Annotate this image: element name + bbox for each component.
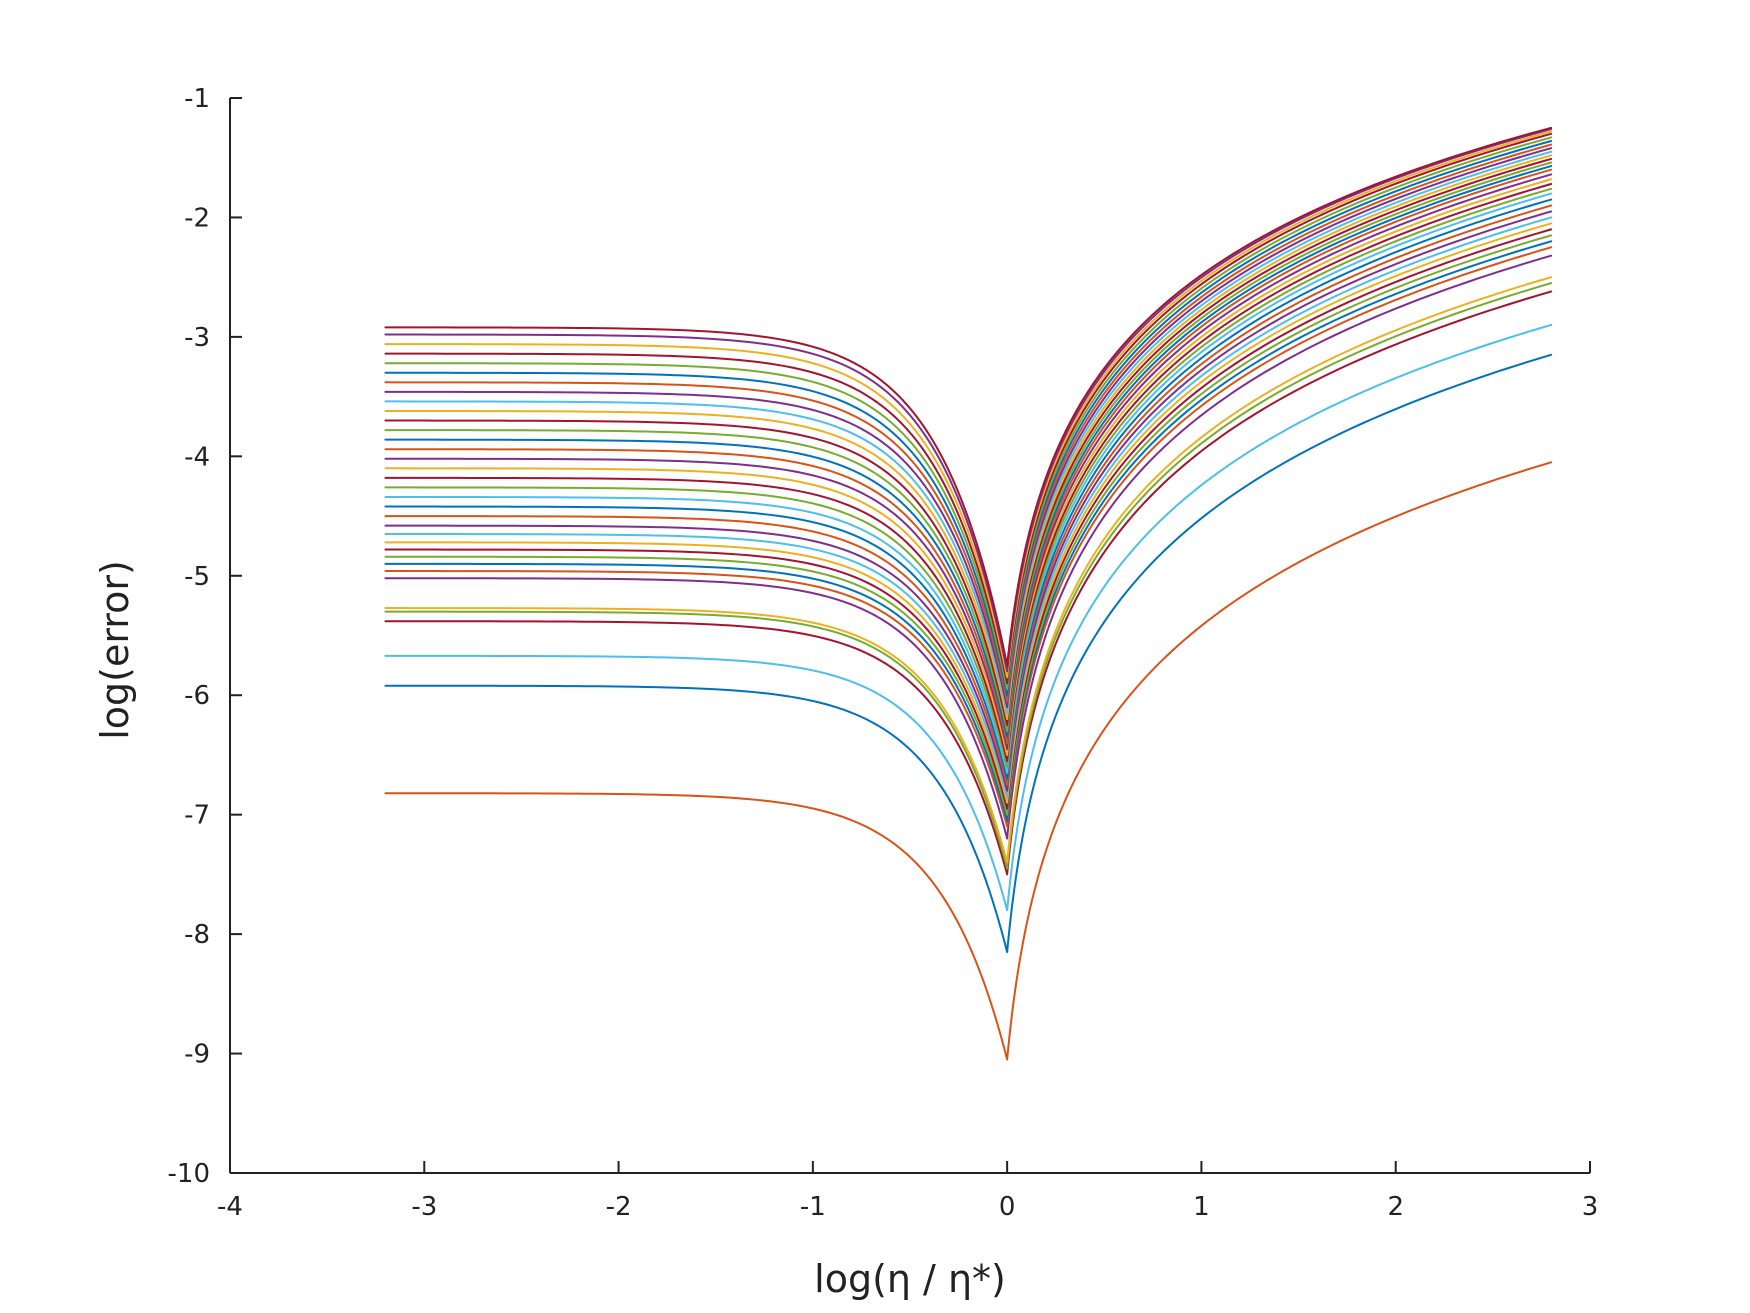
series-line-3 [384,290,1553,876]
series-line-5 [384,276,1553,864]
y-tick-label: -8 [184,920,210,950]
series-line-15 [384,198,1553,780]
y-axis-label: log(error) [93,560,137,740]
y-tick-label: -7 [184,801,210,831]
series-line-16 [384,192,1553,774]
x-tick-label: -2 [606,1192,632,1222]
y-tick-label: -4 [184,442,210,472]
y-tick-label: -3 [184,323,210,353]
series-line-28 [384,143,1553,703]
series-line-8 [384,240,1553,822]
x-tick-label: -4 [217,1192,243,1222]
series-line-30 [384,136,1553,691]
series-line-6 [384,254,1553,840]
series-line-18 [384,183,1553,762]
x-axis-label: log(η / η*) [814,1257,1006,1301]
series-line-20 [384,173,1553,750]
series-line-29 [384,140,1553,697]
series-line-24 [384,157,1553,727]
y-tick-label: -6 [184,681,210,711]
x-tick-label: 3 [1582,1192,1599,1222]
series-line-33 [384,128,1553,673]
series-layer [384,126,1553,1061]
x-tick-label: -3 [411,1192,437,1222]
axes: -4 -3 -2 -1 0 1 2 3-1-2-3-4-5-6-7-8-9-10 [168,84,1599,1222]
series-line-23 [384,161,1553,733]
series-line-7 [384,246,1553,828]
series-line-22 [384,165,1553,739]
x-tick-label: 2 [1387,1192,1404,1222]
x-tick-label: 1 [1193,1192,1210,1222]
y-tick-label: -5 [184,562,210,592]
series-line-31 [384,132,1553,685]
series-line-19 [384,178,1553,756]
series-line-1 [384,353,1553,954]
x-tick-label: -1 [800,1192,826,1222]
series-line-32 [384,130,1553,679]
series-line-0 [384,461,1553,1061]
y-tick-label: -2 [184,203,210,233]
series-line-14 [384,204,1553,786]
x-tick-label: 0 [999,1192,1016,1222]
series-line-21 [384,168,1553,744]
y-tick-label: -9 [184,1040,210,1070]
series-line-25 [384,154,1553,721]
series-line-34 [384,126,1553,667]
y-tick-label: -1 [184,84,210,114]
series-line-26 [384,150,1553,715]
series-line-9 [384,234,1553,816]
series-line-4 [384,282,1553,870]
series-line-10 [384,228,1553,810]
series-line-11 [384,222,1553,804]
series-line-17 [384,187,1553,768]
series-line-2 [384,323,1553,912]
series-line-12 [384,216,1553,798]
series-line-27 [384,147,1553,709]
series-line-13 [384,210,1553,792]
y-tick-label: -10 [168,1159,210,1189]
